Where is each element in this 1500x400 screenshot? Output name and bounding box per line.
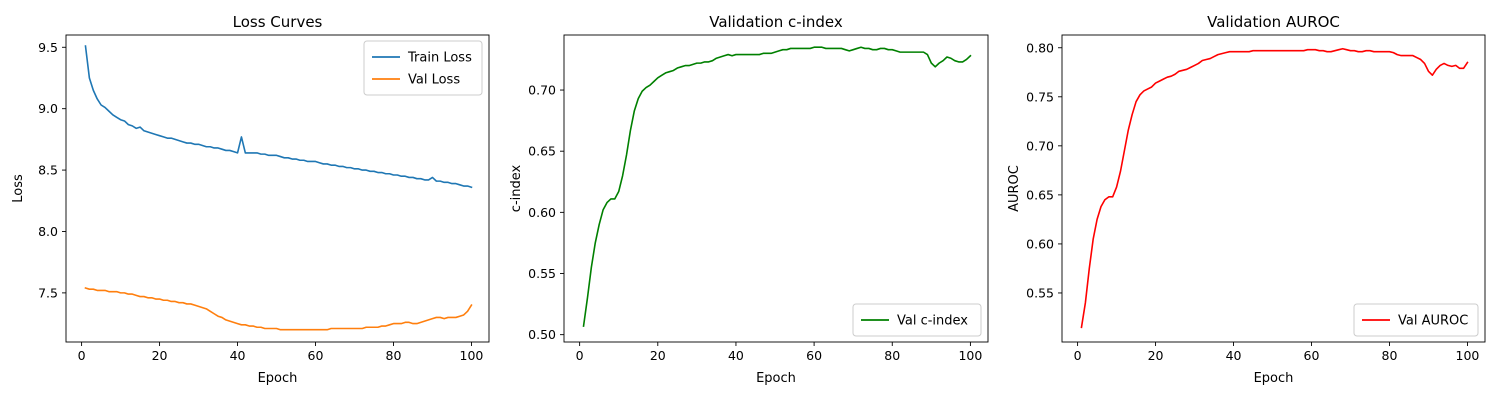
series-line-val-auroc	[1080, 47, 1469, 329]
x-axis-label: Epoch	[258, 371, 298, 386]
x-tick-label: 80	[884, 348, 900, 363]
x-tick-label: 0	[1074, 348, 1082, 363]
x-tick-label: 60	[1304, 348, 1320, 363]
y-tick-label: 0.70	[528, 83, 556, 98]
y-axis-label: Loss	[11, 174, 26, 203]
x-tick-label: 100	[460, 348, 484, 363]
series-line-train-loss	[84, 45, 473, 189]
chart-title: Validation c-index	[709, 13, 843, 31]
x-tick-label: 40	[728, 348, 744, 363]
plot-frame	[1061, 34, 1486, 343]
legend-label: Val AUROC	[1398, 314, 1468, 329]
x-tick-label: 60	[308, 348, 324, 363]
legend-box	[1353, 303, 1479, 337]
legend-label: Val c-index	[897, 314, 968, 329]
x-tick-label: 20	[152, 348, 168, 363]
x-tick-label: 20	[650, 348, 666, 363]
x-tick-label: 100	[1456, 348, 1480, 363]
chart-title: Validation AUROC	[1207, 13, 1340, 31]
y-tick-label: 0.50	[528, 327, 556, 342]
y-tick-label: 7.5	[38, 285, 58, 300]
x-tick-label: 80	[386, 348, 402, 363]
x-tick-label: 40	[230, 348, 246, 363]
x-tick-label: 0	[576, 348, 584, 363]
legend: Val AUROC	[1353, 303, 1479, 337]
y-tick-label: 0.55	[1026, 285, 1054, 300]
y-axis-label: AUROC	[1007, 165, 1022, 212]
y-tick-label: 0.65	[1026, 187, 1054, 202]
x-tick-label: 40	[1226, 348, 1242, 363]
y-tick-label: 0.65	[528, 144, 556, 159]
x-axis-label: Epoch	[756, 371, 796, 386]
y-tick-label: 9.5	[38, 40, 58, 55]
chart-panel-1: 0 20 40 60 80 100 7.5 8.0 8.5 9.0 9.5 Loss Curves Ep…	[11, 13, 490, 386]
y-tick-label: 0.70	[1026, 138, 1054, 153]
legend-label: Val Loss	[408, 73, 460, 88]
chart-panel-3: 0 20 40 60 80 100 0.55 0.60 0.65 0.70 0.75 0.80 Vali…	[1007, 13, 1486, 386]
x-tick-label: 60	[806, 348, 822, 363]
legend-label: Train Loss	[407, 51, 472, 66]
legend: Train Loss Val Loss	[363, 40, 483, 96]
x-axis-label: Epoch	[1254, 371, 1294, 386]
chart-title: Loss Curves	[233, 13, 323, 31]
legend: Val c-index	[852, 303, 982, 337]
x-tick-label: 100	[958, 348, 982, 363]
plot-frame	[563, 34, 989, 343]
x-tick-label: 80	[1382, 348, 1398, 363]
y-tick-label: 0.60	[1026, 236, 1054, 251]
series-line-val-c-index	[582, 46, 972, 328]
x-tick-label: 0	[78, 348, 86, 363]
legend-box	[852, 303, 982, 337]
plot-frame	[65, 34, 490, 343]
y-tick-label: 8.0	[38, 224, 58, 239]
y-tick-label: 9.0	[38, 101, 58, 116]
chart-panel-2: 0 20 40 60 80 100 0.50 0.55 0.60 0.65 0.70 Validati…	[509, 13, 989, 386]
legend-box	[363, 40, 483, 96]
y-axis-label: c-index	[509, 164, 524, 212]
y-tick-label: 0.75	[1026, 89, 1054, 104]
y-tick-label: 8.5	[38, 163, 58, 178]
y-tick-label: 0.80	[1026, 40, 1054, 55]
y-tick-label: 0.60	[528, 205, 556, 220]
y-tick-label: 0.55	[528, 266, 556, 281]
series-line-val-loss	[84, 286, 473, 331]
x-tick-label: 20	[1148, 348, 1164, 363]
